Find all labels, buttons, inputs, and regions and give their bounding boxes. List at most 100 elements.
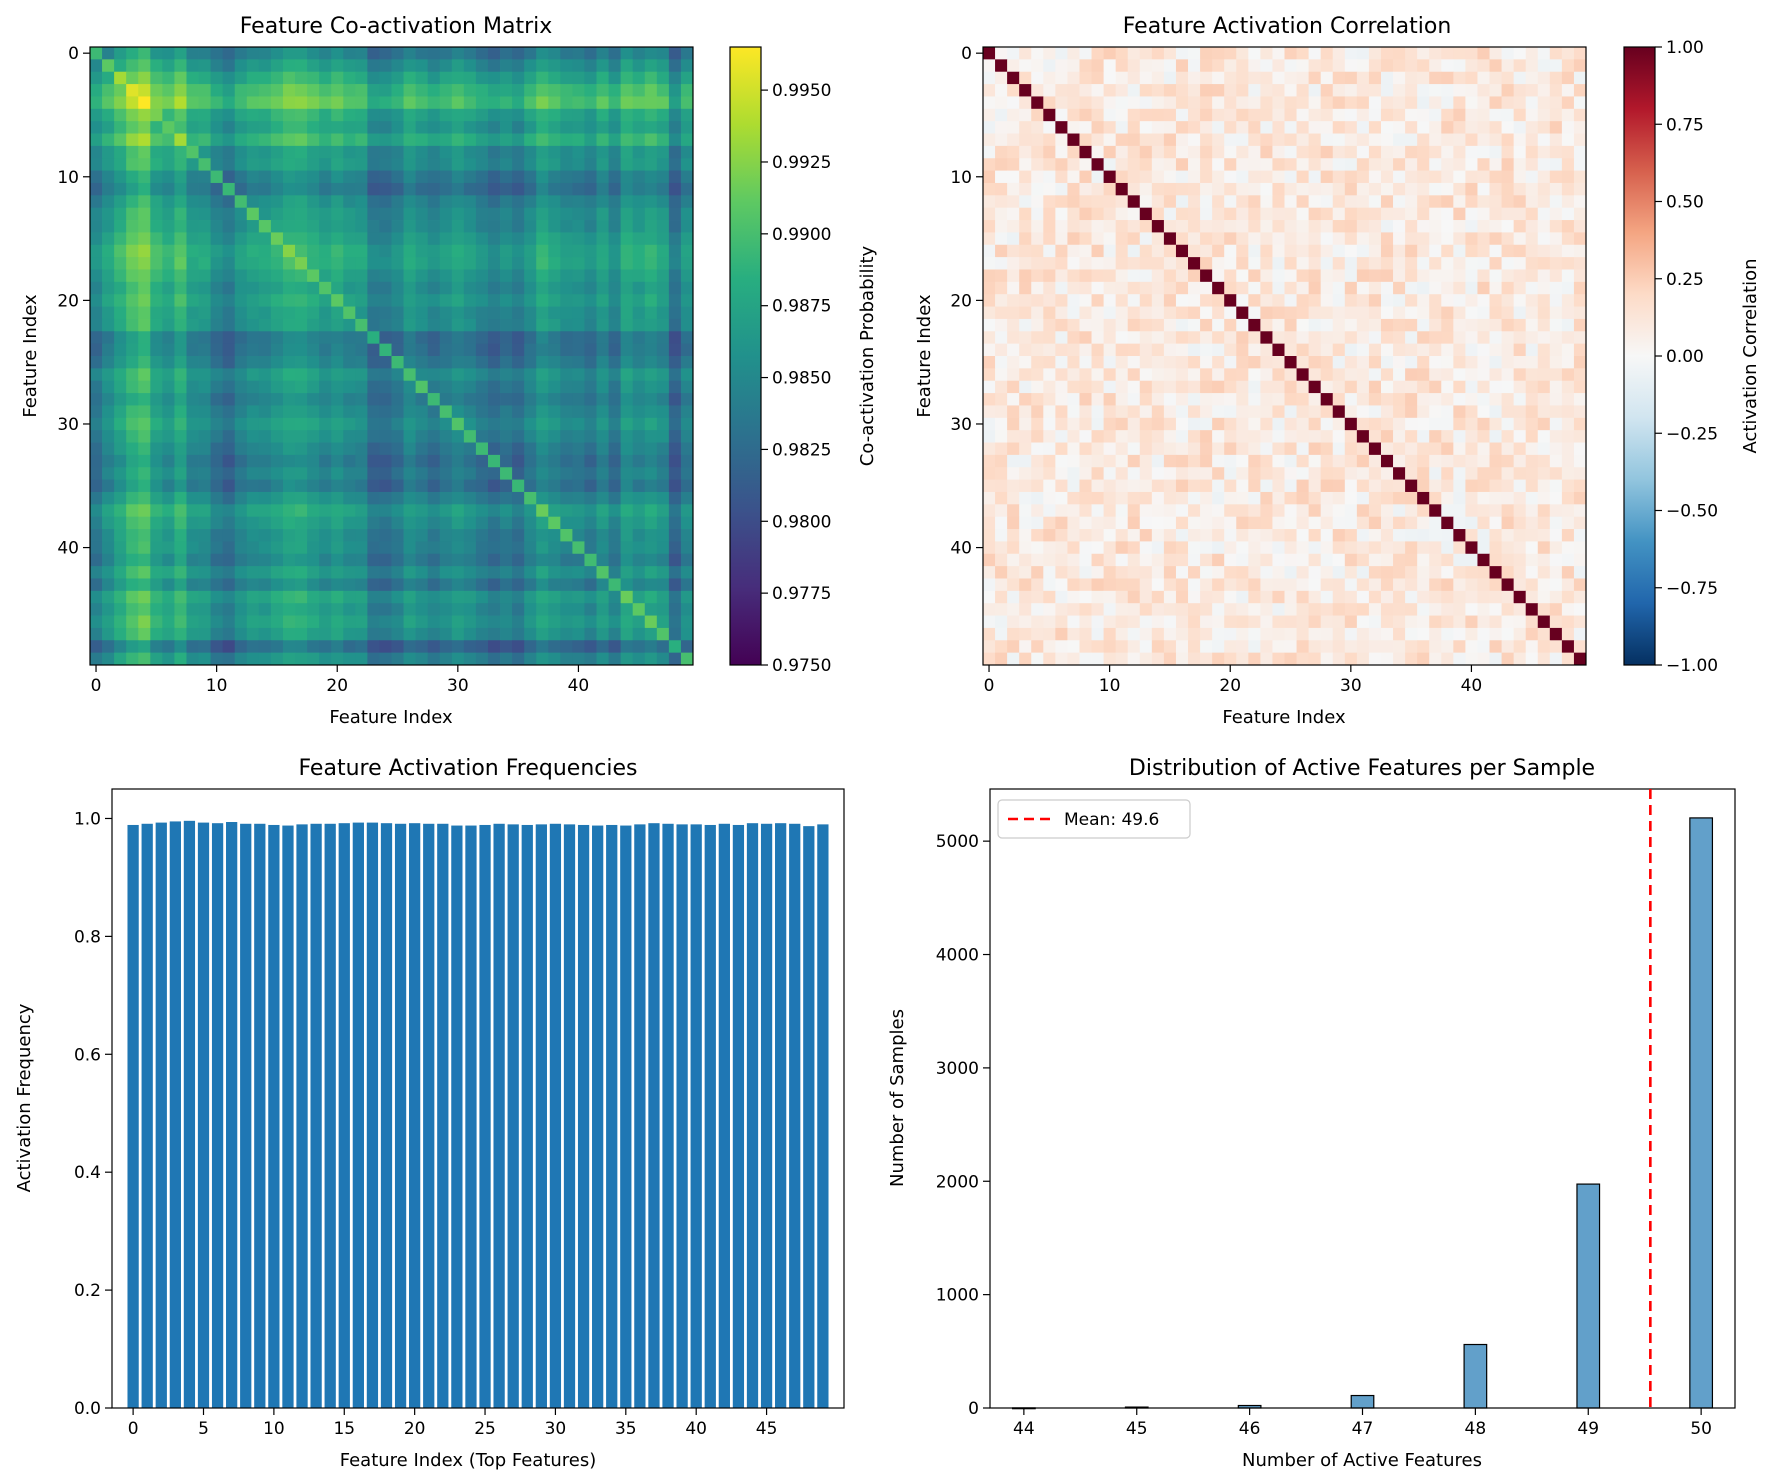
correlation-cell [1188,96,1201,110]
correlation-cell [1260,578,1273,592]
coactivation-xtick-label: 30 [447,676,469,696]
correlation-cell [1115,578,1129,592]
coactivation-cell [270,479,284,493]
coactivation-cell [186,158,199,171]
coactivation-cell [319,652,332,666]
correlation-cell [1248,405,1261,419]
correlation-cell [1260,331,1273,345]
coactivation-cell [162,430,175,443]
correlation-cell [1296,504,1310,518]
coactivation-cell [355,417,368,431]
correlation-cell [1320,331,1334,345]
correlation-cell [1103,71,1117,85]
correlation-cell [995,479,1008,493]
correlation-cell [1368,603,1382,616]
coactivation-cell [186,479,199,493]
coactivation-cell [331,59,344,73]
coactivation-cell [307,578,320,592]
correlation-cell [1561,627,1575,641]
coactivation-cell [102,343,115,357]
coactivation-cell [403,145,417,159]
correlation-cell [1091,590,1104,604]
correlation-cell [1031,454,1044,468]
correlation-cell [1272,59,1285,73]
correlation-cell [1441,220,1454,233]
coactivation-cell [222,380,236,394]
correlation-cell [995,96,1008,110]
correlation-cell [1296,578,1310,592]
correlation-cell [983,479,996,493]
coactivation-cell [439,615,453,629]
correlation-cell [1115,71,1129,85]
coactivation-cell [548,417,561,431]
coactivation-cell [632,491,646,505]
coactivation-cell [355,244,368,258]
correlation-cell [1067,244,1080,258]
coactivation-cell [114,356,127,369]
coactivation-cell [391,145,404,159]
correlation-cell [1139,479,1153,493]
correlation-cell [1561,269,1575,283]
correlation-cell [1537,47,1551,60]
correlation-cell [983,269,996,283]
coactivation-cell [487,306,501,320]
coactivation-cell [620,380,634,394]
correlation-cell [1417,170,1430,184]
coactivation-cell [367,232,380,246]
correlation-cell [1320,566,1334,579]
coactivation-cell [234,84,248,97]
correlation-cell [1163,479,1177,493]
coactivation-cell [379,615,392,629]
coactivation-cell [548,343,561,357]
correlation-cell [1284,603,1297,616]
correlation-cell [1007,96,1020,110]
correlation-cell [1368,84,1382,97]
coactivation-cell [608,108,622,122]
correlation-cell [1103,96,1117,110]
coactivation-cell [282,207,296,221]
coactivation-cell [487,195,501,209]
coactivation-cell [524,158,537,171]
coactivation-cell [102,257,115,270]
correlation-cell [1043,182,1056,196]
coactivation-cell [427,331,441,345]
coactivation-cell [162,405,175,419]
correlation-cell [1091,454,1104,468]
correlation-cell [1356,442,1370,456]
coactivation-cell [162,182,175,196]
correlation-cell [1453,442,1466,456]
coactivation-cell [150,380,163,394]
coactivation-cbar-tick-label: 0.9825 [772,440,831,460]
coactivation-cell [475,356,489,369]
coactivation-cell [620,615,634,629]
correlation-cell [1429,121,1442,134]
coactivation-cell [258,442,272,456]
coactivation-cell [379,541,392,555]
coactivation-cell [331,220,344,233]
coactivation-cell [391,430,404,443]
coactivation-cell [174,343,187,357]
coactivation-cell [415,318,429,332]
correlation-cell [1344,232,1358,246]
correlation-cell [1380,566,1394,579]
coactivation-cell [536,627,549,641]
correlation-cell [1260,590,1273,604]
coactivation-cell [246,615,260,629]
coactivation-cell [331,491,344,505]
coactivation-cell [560,467,573,480]
correlation-cell [1332,454,1346,468]
coactivation-cell [162,318,175,332]
correlation-cell [1549,318,1563,332]
correlation-cell [1272,207,1285,221]
correlation-cell [1344,603,1358,616]
coactivation-cell [632,281,646,295]
coactivation-cell [234,516,248,530]
correlation-cell [1344,294,1358,307]
correlation-cell [1429,491,1442,505]
correlation-cell [1055,59,1068,73]
correlation-cell [1501,71,1515,85]
coactivation-cell [656,232,670,246]
correlation-cell [1272,417,1285,431]
correlation-cell [1573,504,1587,518]
correlation-cell [1188,578,1201,592]
